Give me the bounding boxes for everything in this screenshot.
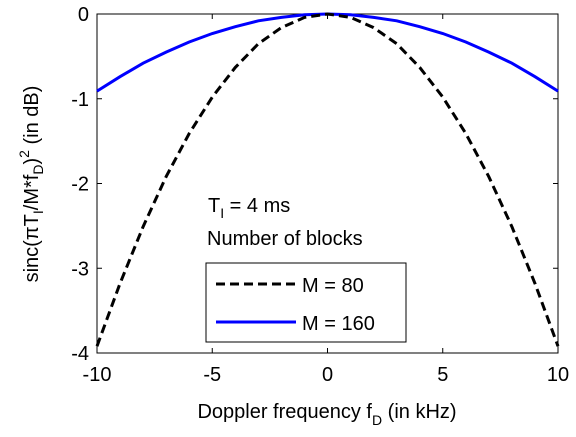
x-tick-label: -5 bbox=[203, 364, 221, 386]
annotation-number-of-blocks: Number of blocks bbox=[207, 228, 363, 250]
y-tick-label: -2 bbox=[71, 174, 89, 196]
y-tick-label: -4 bbox=[71, 343, 89, 365]
legend-label-m80: M = 80 bbox=[302, 275, 364, 297]
x-tick-label: 10 bbox=[547, 364, 569, 386]
axis-ticks: -10 -5 0 5 10-4-3-2-10 bbox=[71, 4, 569, 386]
x-tick-label: -10 bbox=[83, 364, 112, 386]
legend-label-m160: M = 160 bbox=[302, 313, 375, 335]
y-tick-label: 0 bbox=[78, 4, 89, 26]
x-tick-label: 0 bbox=[322, 364, 333, 386]
y-tick-label: -1 bbox=[71, 89, 89, 111]
x-tick-label: 5 bbox=[437, 364, 448, 386]
legend-box bbox=[205, 262, 407, 343]
y-axis-label: sinc(πTI/M*fD)2 (in dB) bbox=[16, 86, 46, 283]
y-tick-label: -3 bbox=[71, 258, 89, 280]
legend: M = 80 M = 160 bbox=[205, 262, 407, 343]
annotation-ti: TI = 4 ms bbox=[208, 195, 290, 221]
x-axis-label: Doppler frequency fD (in kHz) bbox=[197, 401, 456, 428]
